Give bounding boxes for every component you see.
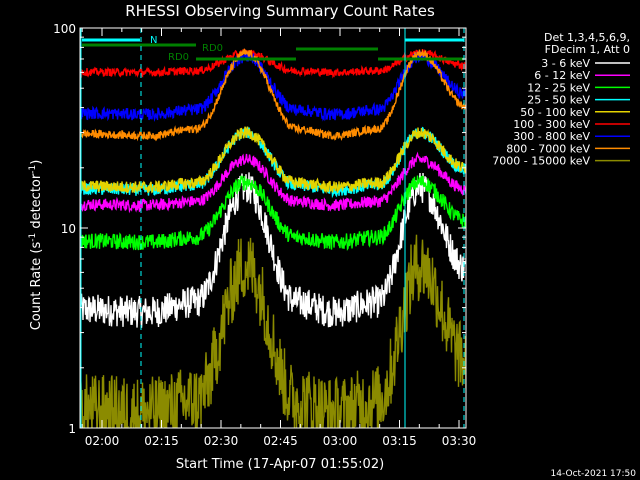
y-axis-label-exponent-2: -1	[28, 165, 38, 174]
generation-timestamp: 14-Oct-2021 17:50	[551, 469, 637, 479]
x-tick-label: 02:45	[263, 434, 298, 448]
x-tick-label: 03:00	[323, 434, 358, 448]
y-tick-label: 1	[68, 422, 76, 436]
chart-title: RHESSI Observing Summary Count Rates	[125, 2, 435, 20]
x-tick-label: 02:15	[144, 434, 179, 448]
y-tick-label: 100	[53, 22, 76, 36]
series-line-5	[80, 48, 466, 79]
legend-label-6: 300 - 800 keV	[513, 130, 590, 143]
series-line-4	[80, 126, 466, 195]
x-tick-label: 02:30	[204, 434, 239, 448]
series-line-8	[80, 234, 466, 428]
plot-area	[80, 47, 466, 428]
legend-label-3: 25 - 50 keV	[527, 94, 590, 107]
legend-label-5: 100 - 300 keV	[513, 118, 590, 131]
plot-axes: 1 10 100 02:00 02:15 02:30 02:45 03:00 03:15 03:3…	[53, 22, 476, 448]
rd-label-2: RD0	[202, 43, 223, 54]
night-label: N	[150, 35, 157, 46]
y-axis-label-rest: detector	[29, 173, 44, 233]
y-tick-label: 10	[61, 222, 76, 236]
x-tick-label: 02:00	[85, 434, 120, 448]
series-line-1	[80, 151, 466, 214]
rd-label-1: RD0	[168, 52, 189, 63]
x-tick-label: 03:30	[442, 434, 477, 448]
series-line-2	[80, 174, 466, 252]
legend-label-2: 12 - 25 keV	[527, 81, 590, 94]
legend-label-0: 3 - 6 keV	[541, 57, 590, 70]
legend-label-8: 7000 - 15000 keV	[492, 155, 590, 168]
x-axis-label: Start Time (17-Apr-07 01:55:02)	[176, 457, 384, 472]
series-line-7	[80, 47, 466, 142]
legend-label-7: 800 - 7000 keV	[506, 142, 590, 155]
series-line-6	[80, 50, 466, 122]
plot-overlay: N RD0 RD0	[80, 28, 465, 428]
legend-title-line1: Det 1,3,4,5,6,9,	[544, 31, 630, 44]
legend-title-line2: FDecim 1, Att 0	[545, 43, 630, 56]
x-tick-label: 03:15	[382, 434, 417, 448]
series-line-0	[80, 172, 466, 328]
y-axis-label-exponent: -1	[28, 233, 38, 242]
legend-label-4: 50 - 100 keV	[520, 106, 590, 119]
y-axis-label: Count Rate (s-1 detector-1)	[28, 160, 44, 331]
y-axis-label-close: )	[29, 160, 44, 165]
y-axis-label-main: Count Rate (s	[29, 242, 44, 331]
legend-label-1: 6 - 12 keV	[534, 69, 590, 82]
